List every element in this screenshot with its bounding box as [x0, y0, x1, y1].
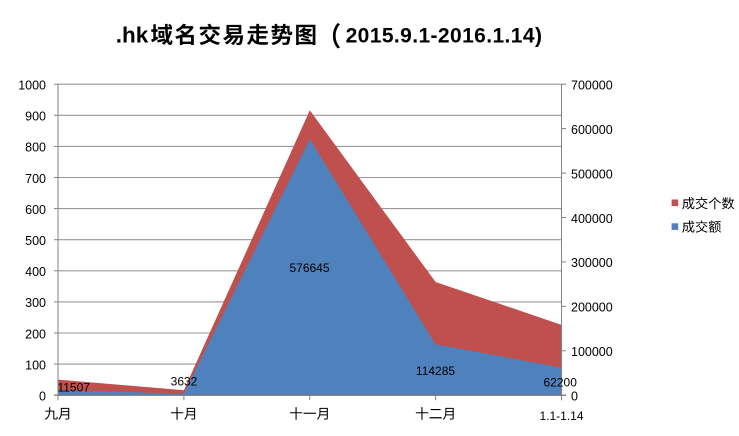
svg-text:300000: 300000	[571, 256, 613, 270]
svg-text:400000: 400000	[571, 212, 613, 226]
svg-text:700: 700	[25, 172, 46, 186]
svg-text:300: 300	[25, 296, 46, 310]
svg-text:.hk: .hk	[116, 22, 149, 47]
svg-text:0: 0	[571, 390, 578, 404]
svg-text:3632: 3632	[171, 374, 198, 388]
svg-text:0: 0	[39, 390, 46, 404]
svg-text:800: 800	[25, 141, 46, 155]
svg-text:100: 100	[25, 358, 46, 372]
svg-text:576645: 576645	[289, 261, 329, 275]
svg-text:11507: 11507	[57, 380, 90, 394]
svg-text:700000: 700000	[571, 79, 613, 93]
svg-text:900: 900	[25, 110, 46, 124]
svg-text:100000: 100000	[571, 345, 613, 359]
svg-text:500000: 500000	[571, 167, 613, 181]
svg-text:62200: 62200	[544, 376, 578, 390]
svg-text:600000: 600000	[571, 123, 613, 137]
svg-text:600: 600	[25, 203, 46, 217]
svg-text:400: 400	[25, 265, 46, 279]
svg-text:200: 200	[25, 327, 46, 341]
svg-text:500: 500	[25, 234, 46, 248]
svg-text:2015.9.1-2016.1.14): 2015.9.1-2016.1.14)	[346, 24, 543, 47]
svg-text:114285: 114285	[416, 364, 455, 378]
svg-text:200000: 200000	[571, 301, 613, 315]
svg-text:1.1-1.14: 1.1-1.14	[539, 409, 583, 423]
svg-text:1000: 1000	[18, 79, 46, 93]
